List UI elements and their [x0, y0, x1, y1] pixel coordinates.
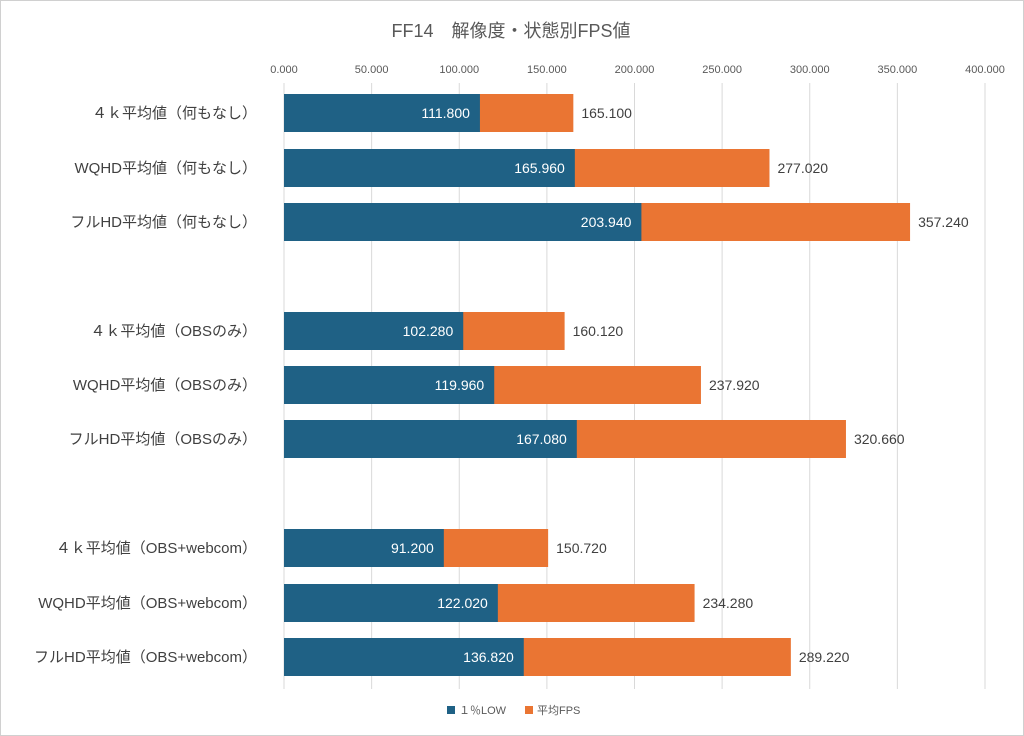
bar-1pct-low — [284, 203, 642, 241]
category-labels: ４ｋ平均値（何もなし） WQHD平均値（何もなし） フルHD平均値（何もなし） ４ｋ平… — [34, 105, 257, 666]
category-label: フルHD平均値（OBSのみ） — [69, 431, 257, 448]
data-label-avg-fps: 277.020 — [777, 160, 828, 176]
data-label-1pct-low: 111.800 — [421, 105, 470, 121]
data-label-avg-fps: 237.920 — [709, 377, 760, 393]
data-label-1pct-low: 167.080 — [516, 431, 567, 447]
category-label: ４ｋ平均値（OBS+webcom） — [56, 540, 257, 557]
data-label-avg-fps: 357.240 — [918, 214, 969, 230]
bars — [284, 94, 911, 676]
bar-1pct-low — [284, 312, 464, 350]
x-tick-label: 50.000 — [355, 64, 389, 76]
data-labels: 111.800 165.100 165.960 277.020 203.940 357.2… — [391, 105, 969, 665]
category-label: WQHD平均値（OBSのみ） — [73, 377, 257, 394]
legend-label-1pct-low: １％LOW — [459, 705, 507, 717]
legend-swatch-1pct-low — [447, 706, 455, 714]
category-label: WQHD平均値（何もなし） — [75, 160, 258, 177]
category-label: フルHD平均値（何もなし） — [70, 214, 257, 231]
category-label: WQHD平均値（OBS+webcom） — [38, 595, 257, 612]
x-tick-label: 100.000 — [439, 64, 479, 76]
bar-1pct-low — [284, 94, 480, 132]
x-tick-label: 300.000 — [790, 64, 830, 76]
category-label: フルHD平均値（OBS+webcom） — [34, 649, 257, 666]
x-tick-label: 150.000 — [527, 64, 567, 76]
x-axis-ticks: 0.000 50.000 100.000 150.000 200.000 250.000 3… — [270, 64, 1005, 76]
x-tick-label: 400.000 — [965, 64, 1005, 76]
data-label-1pct-low: 119.960 — [435, 377, 485, 393]
bar-1pct-low — [284, 584, 498, 622]
x-tick-label: 350.000 — [877, 64, 917, 76]
x-tick-label: 0.000 — [270, 64, 298, 76]
legend-label-avg-fps: 平均FPS — [537, 704, 580, 717]
data-label-avg-fps: 289.220 — [799, 649, 850, 665]
bar-1pct-low — [284, 638, 524, 676]
chart-title: FF14 解像度・状態別FPS値 — [391, 21, 630, 41]
legend-swatch-avg-fps — [525, 706, 533, 714]
data-label-avg-fps: 160.120 — [573, 323, 624, 339]
category-label: ４ｋ平均値（何もなし） — [92, 105, 257, 122]
bar-1pct-low — [284, 420, 577, 458]
bar-1pct-low — [284, 149, 575, 187]
bar-1pct-low — [284, 366, 495, 404]
category-label: ４ｋ平均値（OBSのみ） — [90, 323, 257, 340]
data-label-1pct-low: 91.200 — [391, 540, 434, 556]
data-label-1pct-low: 122.020 — [437, 595, 488, 611]
x-tick-label: 200.000 — [615, 64, 655, 76]
data-label-avg-fps: 234.280 — [703, 595, 754, 611]
data-label-1pct-low: 165.960 — [514, 160, 565, 176]
data-label-1pct-low: 203.940 — [581, 214, 632, 230]
legend: １％LOW 平均FPS — [447, 704, 580, 717]
data-label-avg-fps: 320.660 — [854, 431, 905, 447]
x-tick-label: 250.000 — [702, 64, 742, 76]
data-label-avg-fps: 150.720 — [556, 540, 607, 556]
data-label-avg-fps: 165.100 — [581, 105, 632, 121]
data-label-1pct-low: 102.280 — [403, 323, 454, 339]
bar-1pct-low — [284, 529, 444, 567]
data-label-1pct-low: 136.820 — [463, 649, 514, 665]
